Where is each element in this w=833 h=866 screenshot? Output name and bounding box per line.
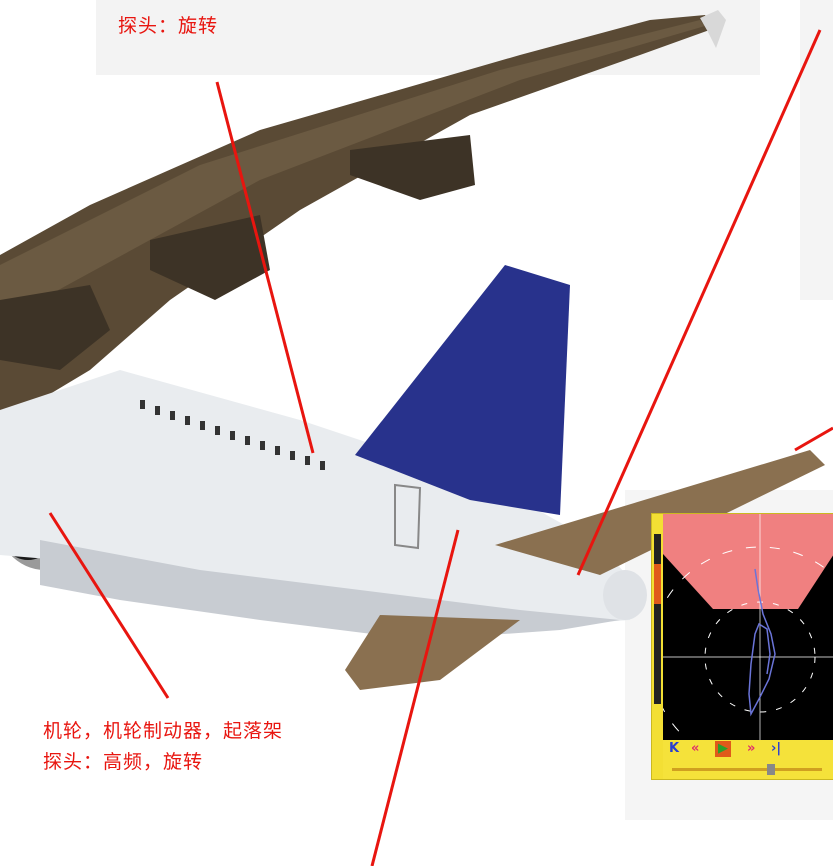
leader-line-top (215, 81, 315, 454)
impedance-plane-screen (663, 514, 833, 740)
first-frame-button[interactable]: K (669, 741, 680, 756)
fuselage-belly (40, 540, 620, 640)
flap-fairing (150, 215, 270, 300)
inspection-device: K « ▶ » ›| (651, 513, 833, 780)
flap-fairing (350, 135, 475, 200)
leader-line-engine (48, 512, 170, 699)
winglet (700, 10, 726, 48)
playback-controls: K « ▶ » ›| (663, 740, 833, 758)
gain-bar[interactable] (654, 534, 661, 704)
device-sidebar (652, 514, 663, 779)
leader-line-tail (576, 29, 822, 576)
horizontal-stabilizer (495, 450, 825, 575)
aft-door (394, 483, 422, 550)
vertical-stabilizer (355, 265, 570, 515)
alarm-gate (663, 514, 833, 609)
fuselage (0, 370, 640, 625)
horizontal-stabilizer-lower (345, 615, 520, 690)
fast-forward-button[interactable]: » (747, 741, 756, 756)
photo-panel-right (800, 0, 833, 300)
label-probe-types: 探头：高频，旋转 (43, 751, 204, 773)
rewind-button[interactable]: « (691, 741, 700, 756)
label-top: 探头：旋转 (118, 15, 219, 37)
cabin-windows (140, 400, 325, 470)
last-frame-button[interactable]: ›| (771, 741, 782, 756)
flap-fairing (0, 285, 110, 370)
leader-line-stabilizer (794, 426, 833, 452)
tail-cone (603, 570, 647, 620)
timeline-slider[interactable] (672, 764, 822, 775)
signal-trace (748, 568, 776, 717)
slider-thumb[interactable] (767, 764, 775, 775)
play-button[interactable]: ▶ (715, 741, 731, 757)
leader-line-fuselage (370, 529, 460, 866)
label-landing-gear: 机轮，机轮制动器，起落架 (43, 720, 284, 742)
